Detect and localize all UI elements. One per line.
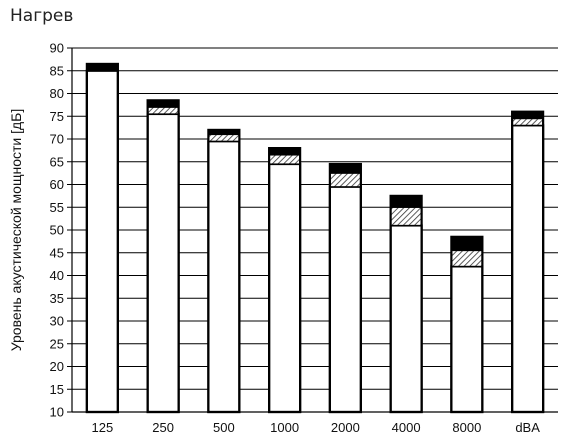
bar-outline [328, 162, 362, 414]
bar-base [268, 162, 302, 414]
bar-top [329, 163, 362, 174]
x-tick-label: 500 [213, 420, 235, 435]
y-tick-label: 80 [50, 86, 64, 101]
bar-outline [511, 110, 545, 414]
bar-group [389, 194, 423, 414]
bar-outline [389, 194, 423, 414]
bar-base [450, 265, 484, 414]
x-tick-label: 4000 [392, 420, 421, 435]
bar-base [389, 224, 423, 414]
bar-hatched [511, 117, 544, 126]
y-tick-label: 30 [50, 314, 64, 329]
bar-hatched [207, 133, 240, 142]
x-tick-label: dBA [515, 420, 540, 435]
tick-labels: 10 15 20 25 30 35 40 45 50 55 60 65 70 75 80 85 90 125 250… [50, 41, 541, 436]
bar-base [328, 185, 362, 414]
bar-top [390, 195, 423, 208]
bar-base [146, 112, 180, 414]
y-tick-label: 15 [50, 382, 64, 397]
bar-hatched [147, 106, 180, 115]
bar-outline [207, 128, 241, 414]
x-tick-label: 1000 [270, 420, 299, 435]
bar-outline [146, 99, 180, 414]
bar-outline [450, 235, 484, 414]
bar-hatched [450, 249, 483, 268]
bar-group [450, 235, 484, 414]
bar-base [511, 124, 545, 414]
y-tick-label: 50 [50, 223, 64, 238]
bar-outline [85, 62, 119, 414]
y-tick-label: 45 [50, 245, 64, 260]
y-tick-label: 85 [50, 63, 64, 78]
bar-group [207, 128, 241, 414]
y-tick-label: 40 [50, 268, 64, 283]
y-tick-label: 90 [50, 41, 64, 56]
y-tick-label: 35 [50, 291, 64, 306]
x-tick-label: 250 [152, 420, 174, 435]
y-tick-label: 20 [50, 359, 64, 374]
bar-base [85, 69, 119, 414]
bar-group [85, 62, 119, 414]
chart-title: Нагрев [10, 6, 74, 26]
bar-group [146, 99, 180, 414]
bars [85, 62, 545, 414]
bar-hatched [268, 154, 301, 165]
x-tick-label: 2000 [331, 420, 360, 435]
x-tick-label: 125 [92, 420, 114, 435]
x-tick-label: 8000 [452, 420, 481, 435]
y-tick-label: 65 [50, 154, 64, 169]
bar-hatched [329, 172, 362, 188]
bar-hatched [390, 206, 423, 227]
bar-outline [268, 147, 302, 414]
y-tick-label: 10 [50, 405, 64, 420]
bar-group [268, 147, 302, 414]
y-tick-label: 75 [50, 109, 64, 124]
bar-group [328, 162, 362, 414]
bar-group [511, 110, 545, 414]
y-tick-label: 25 [50, 336, 64, 351]
gridlines [72, 47, 558, 390]
y-tick-label: 55 [50, 200, 64, 215]
bar-top [450, 236, 483, 252]
bar-base [207, 140, 241, 414]
y-axis-label: Уровень акустической мощности [дБ] [8, 109, 24, 352]
y-tick-label: 70 [50, 132, 64, 147]
y-tick-label: 60 [50, 177, 64, 192]
